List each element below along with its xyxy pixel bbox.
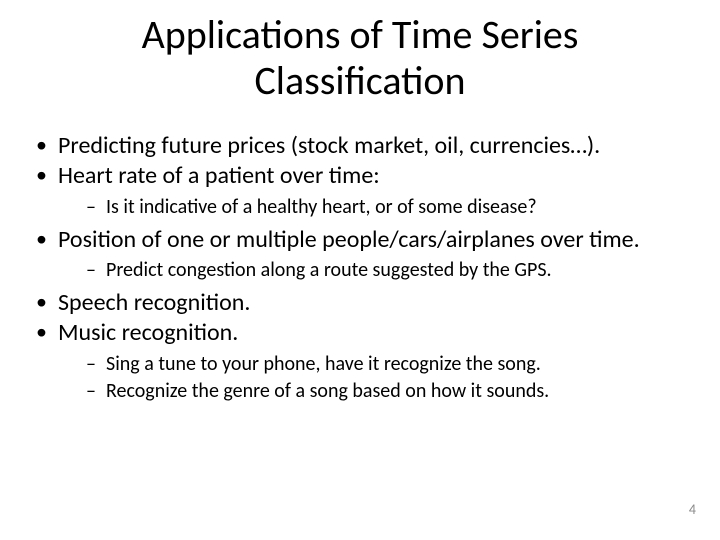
bullet-item: Speech recognition.: [30, 289, 690, 317]
sub-bullet-text: Is it indicative of a healthy heart, or …: [106, 195, 537, 219]
sub-bullet-list: Predict congestion along a route suggest…: [58, 258, 690, 283]
sub-bullet-text: Sing a tune to your phone, have it recog…: [106, 352, 541, 376]
bullet-text: Predicting future prices (stock market, …: [58, 131, 600, 160]
page-number: 4: [689, 501, 696, 518]
bullet-text: Position of one or multiple people/cars/…: [58, 225, 640, 254]
sub-bullet-item: Sing a tune to your phone, have it recog…: [86, 352, 690, 377]
bullet-text: Music recognition.: [58, 318, 238, 347]
sub-bullet-list: Is it indicative of a healthy heart, or …: [58, 195, 690, 220]
slide-title: Applications of Time Series Classificati…: [30, 12, 690, 104]
sub-bullet-item: Recognize the genre of a song based on h…: [86, 379, 690, 404]
sub-bullet-item: Predict congestion along a route suggest…: [86, 258, 690, 283]
sub-bullet-item: Is it indicative of a healthy heart, or …: [86, 195, 690, 220]
title-line-1: Applications of Time Series: [142, 10, 579, 59]
bullet-item: Music recognition. Sing a tune to your p…: [30, 319, 690, 403]
title-line-2: Classification: [254, 56, 465, 105]
bullet-item: Position of one or multiple people/cars/…: [30, 226, 690, 283]
sub-bullet-text: Recognize the genre of a song based on h…: [106, 379, 549, 403]
bullet-list: Predicting future prices (stock market, …: [30, 132, 690, 404]
bullet-item: Heart rate of a patient over time: Is it…: [30, 162, 690, 219]
bullet-text: Heart rate of a patient over time:: [58, 161, 380, 190]
sub-bullet-text: Predict congestion along a route suggest…: [106, 258, 552, 282]
bullet-item: Predicting future prices (stock market, …: [30, 132, 690, 160]
bullet-text: Speech recognition.: [58, 288, 250, 317]
sub-bullet-list: Sing a tune to your phone, have it recog…: [58, 352, 690, 404]
